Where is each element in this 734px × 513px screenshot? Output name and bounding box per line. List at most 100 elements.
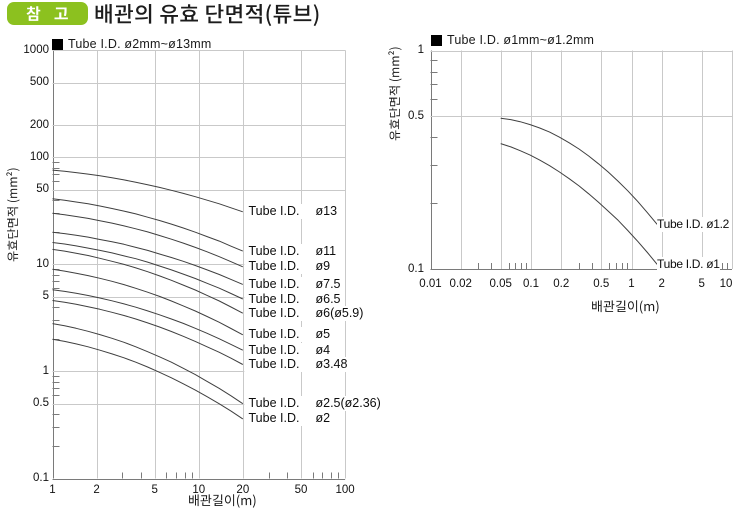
- x-tick-label: 1: [49, 484, 56, 496]
- x-tick-label: 0.02: [449, 277, 472, 290]
- y-tick-label: 50: [36, 183, 49, 196]
- series-label-prefix: Tube I.D.: [248, 327, 300, 342]
- x-tick-label: 10: [192, 484, 206, 496]
- series-label: Tube I.D. ø6.5: [248, 291, 341, 307]
- series-label-value: ø9: [315, 259, 331, 274]
- badge-text-glyphs: [26, 6, 69, 21]
- legend-right: Tube I.D. ø1mm~ø1.2mm: [431, 33, 594, 47]
- ylab-text-art: [388, 47, 402, 141]
- y-tick-label: 0.1: [408, 262, 424, 275]
- curve-ø6.5: [52, 242, 244, 300]
- xlab-text-glyphs: [592, 300, 659, 314]
- xlab-text-art: [189, 494, 256, 508]
- y-tick-label: 100: [29, 150, 49, 163]
- series-label-prefix: Tube I.D.: [248, 259, 300, 274]
- series-label: Tube I.D. ø7.5: [248, 276, 341, 292]
- series-label-value: ø11: [315, 243, 337, 258]
- page-title: 배관의 유효 단면적(튜브): [94, 0, 320, 28]
- y-tick-label: 500: [29, 76, 49, 89]
- series-label-value: ø2.5(ø2.36): [315, 396, 381, 411]
- series-label: Tube I.D. ø13: [248, 204, 338, 220]
- ylab-text-art: [6, 168, 20, 262]
- series-label: Tube I.D. ø1: [657, 256, 720, 272]
- x-tick-label: 2: [93, 484, 100, 496]
- series-label-prefix: Tube I.D.: [248, 305, 300, 320]
- series-label: Tube I.D. ø3.48: [248, 357, 348, 373]
- legend-square-icon: [52, 38, 63, 50]
- y-tick-label: 0.5: [33, 397, 49, 410]
- curve-ø11: [52, 198, 243, 252]
- curve-ø5: [52, 268, 244, 336]
- y-tick-label: 1000: [23, 43, 49, 56]
- series-label-prefix: Tube I.D.: [248, 411, 300, 426]
- curve-ø9: [52, 212, 243, 268]
- series-label: Tube I.D. ø2.5(ø2.36): [248, 396, 381, 412]
- series-label-prefix: Tube I.D.: [248, 204, 300, 219]
- series-label-value: ø4: [315, 342, 331, 357]
- ylab-text-glyphs: [388, 47, 402, 141]
- xlab-text-art: [592, 300, 659, 314]
- badge-text-art: [26, 6, 69, 21]
- x-tick-label: 5: [698, 277, 705, 290]
- legend-label: Tube I.D. ø2mm~ø13mm: [68, 37, 212, 51]
- title-text-art: [95, 4, 319, 27]
- ylab-text-glyphs: [6, 168, 20, 262]
- x-tick-label: 2: [658, 277, 665, 290]
- legend-label: Tube I.D. ø1mm~ø1.2mm: [447, 33, 595, 47]
- x-axis-title-left: 배관길이(m): [188, 490, 257, 509]
- series-label-value: ø7.5: [315, 276, 341, 291]
- series-label: Tube I.D. ø5: [248, 327, 331, 343]
- series-label-prefix: Tube I.D.: [248, 276, 300, 291]
- series-label: Tube I.D. ø11: [248, 243, 337, 259]
- curve-ø1: [500, 143, 658, 265]
- curve-ø6(ø5.9): [52, 248, 244, 314]
- curve-ø13: [52, 169, 243, 213]
- title-text-glyphs: [95, 4, 319, 27]
- legend-square-icon: [431, 34, 442, 46]
- series-label-value: ø6(ø5.9): [315, 305, 364, 320]
- series-label-value: ø3.48: [315, 357, 348, 372]
- reference-badge: 참 고: [7, 2, 88, 25]
- chart-1: [430, 50, 733, 270]
- series-label-prefix: Tube I.D.: [248, 243, 300, 258]
- x-tick-label: 5: [151, 484, 158, 496]
- xlab-text-glyphs: [189, 494, 256, 508]
- x-axis-title-right: 배관길이(m): [591, 296, 660, 315]
- series-label: Tube I.D. ø2: [248, 411, 331, 427]
- series-label-value: ø6.5: [315, 291, 341, 306]
- curve-ø2.5(ø2.36): [52, 323, 244, 405]
- x-tick-label: 50: [294, 484, 308, 496]
- series-label-value: ø2: [315, 411, 331, 426]
- series-label-prefix: Tube I.D.: [248, 357, 300, 372]
- x-tick-label: 20: [236, 484, 250, 496]
- series-label-prefix: Tube I.D.: [248, 291, 300, 306]
- curve-ø4: [52, 289, 244, 351]
- series-label: Tube I.D. ø6(ø5.9): [248, 305, 364, 321]
- y-axis-title-text: 유효단면적 (mm²): [385, 141, 460, 156]
- y-tick-label: 10: [36, 257, 49, 270]
- y-tick-label: 5: [42, 290, 49, 303]
- y-tick-label: 0.1: [33, 472, 49, 484]
- series-label-prefix: Tube I.D.: [248, 396, 300, 411]
- series-label: Tube I.D. ø1.2: [657, 216, 730, 232]
- curve-ø2: [52, 338, 244, 420]
- legend-left: Tube I.D. ø2mm~ø13mm: [52, 37, 212, 51]
- series-label-value: ø13: [315, 204, 338, 219]
- curve-ø3.48: [52, 300, 244, 365]
- y-tick-label: 1: [42, 364, 49, 377]
- x-tick-label: 0.01: [419, 277, 442, 290]
- y-tick-label: 1: [417, 44, 424, 56]
- series-label-value: ø5: [315, 327, 331, 342]
- y-axis-title-left: 유효단면적 (mm²): [3, 168, 98, 280]
- curve-ø7.5: [52, 231, 243, 285]
- y-tick-label: 0.5: [408, 109, 424, 122]
- x-tick-label: 10: [719, 277, 733, 290]
- series-label: Tube I.D. ø9: [248, 259, 331, 275]
- y-tick-label: 200: [29, 118, 49, 131]
- x-tick-label: 100: [335, 484, 355, 496]
- curve-ø1.2: [500, 117, 658, 225]
- series-label: Tube I.D. ø4: [248, 342, 331, 358]
- x-tick-label: 0.05: [489, 277, 512, 290]
